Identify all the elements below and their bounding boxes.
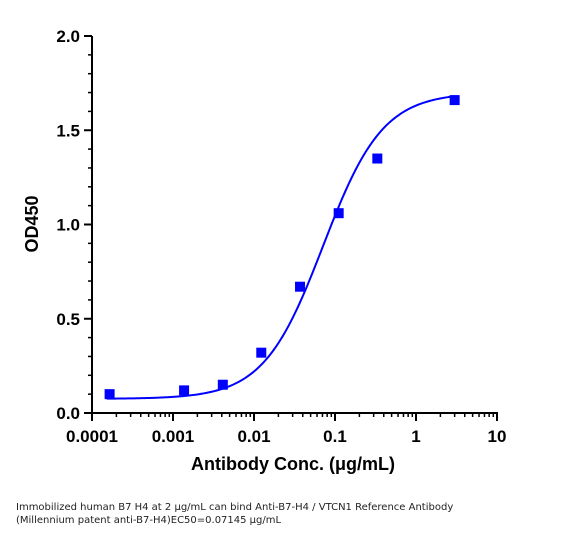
data-point: [218, 380, 228, 390]
x-tick-label: 1: [411, 427, 420, 446]
y-axis-title: OD450: [22, 195, 42, 252]
x-tick-label: 10: [488, 427, 507, 446]
x-axis-title: Antibody Conc. (μg/mL): [191, 454, 395, 474]
figure-caption: Immobilized human B7 H4 at 2 μg/mL can b…: [16, 502, 556, 527]
axes: [91, 36, 498, 415]
data-point: [450, 95, 460, 105]
y-tick-label: 0.5: [56, 310, 80, 329]
x-tick-label: 0.0001: [66, 427, 118, 446]
x-tick-label: 0.001: [152, 427, 195, 446]
data-point: [334, 208, 344, 218]
y-tick-label: 1.5: [56, 121, 80, 140]
data-point: [256, 348, 266, 358]
caption-line-2: (Millennium patent anti-B7-H4)EC50=0.07…: [16, 515, 556, 528]
data-point: [179, 385, 189, 395]
y-tick-label: 1.0: [56, 216, 80, 235]
ticks: 0.0 0.5 1.0 1.5 2.0 0.0001 0.001 0.01 0.1 1 10: [56, 27, 506, 446]
fit-curve-layer: [107, 96, 455, 398]
y-tick-label: 2.0: [56, 27, 80, 46]
caption-line-1: Immobilized human B7 H4 at 2 μg/mL can b…: [16, 502, 556, 515]
data-point: [295, 282, 305, 292]
data-points-layer: [105, 95, 460, 399]
fit-curve: [107, 96, 455, 398]
x-tick-label: 0.1: [323, 427, 347, 446]
data-point: [372, 154, 382, 164]
x-tick-label: 0.01: [237, 427, 270, 446]
y-tick-label: 0.0: [56, 404, 80, 423]
data-point: [105, 389, 115, 399]
